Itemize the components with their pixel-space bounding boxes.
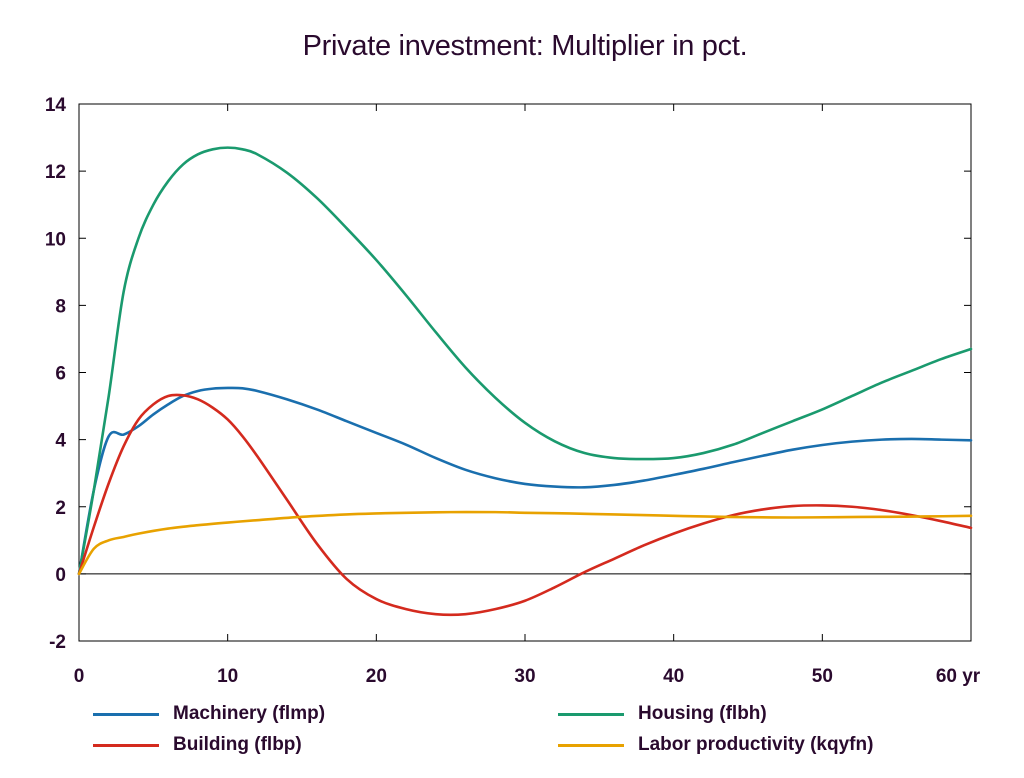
- y-tick-label: 12: [45, 162, 66, 183]
- chart-title: Private investment: Multiplier in pct.: [302, 30, 748, 62]
- series-line-machinery: [77, 386, 973, 576]
- x-tick-label: 30: [514, 666, 535, 687]
- x-tick-label: 10: [217, 666, 238, 687]
- x-tick-label: 50: [812, 666, 833, 687]
- series-layer: [77, 146, 973, 617]
- series-line-housing: [77, 146, 973, 576]
- y-tick-label: 4: [55, 431, 66, 452]
- y-tick-label: 2: [55, 498, 66, 519]
- y-tick-label: 10: [45, 229, 66, 250]
- x-tick-label: 0: [74, 666, 85, 687]
- x-tick-label: 40: [663, 666, 684, 687]
- y-tick-label: 0: [55, 565, 66, 586]
- x-tick-label: 60 yr: [936, 666, 981, 687]
- x-axis-ticks: 0 10 20 30 40 50 60 yr: [74, 104, 981, 687]
- y-tick-label: -2: [49, 632, 66, 653]
- series-line-building: [77, 393, 973, 617]
- y-tick-label: 14: [45, 95, 67, 116]
- plot-frame: [78, 103, 972, 642]
- y-tick-label: 6: [55, 364, 66, 385]
- y-tick-label: 8: [55, 296, 66, 317]
- y-axis-ticks: -2 0 2 4 6 8 10 12 14: [45, 95, 971, 653]
- x-tick-label: 20: [366, 666, 387, 687]
- series-line-labor-productivity: [77, 510, 973, 576]
